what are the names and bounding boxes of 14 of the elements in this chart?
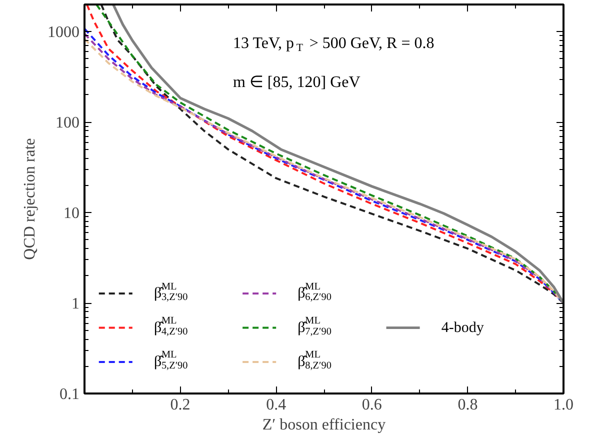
x-tick-label: 0.2: [170, 396, 190, 414]
y-tick-label: 1000: [48, 24, 80, 42]
annotation: m ∈ [85, 120] GeV: [232, 74, 361, 91]
x-tick-label: 0.8: [458, 396, 478, 414]
x-axis-title: Z′ boson efficiency: [262, 416, 386, 434]
legend-label: 4-body: [441, 320, 484, 336]
y-tick-label: 1: [72, 296, 80, 313]
x-tick-label: 1.0: [554, 396, 574, 414]
x-tick-label: 0.4: [266, 396, 286, 414]
y-tick-label: 10: [64, 205, 80, 222]
y-axis-title: QCD rejection rate: [22, 138, 38, 260]
y-tick-label: 0.1: [60, 386, 80, 403]
y-tick-label: 100: [56, 114, 80, 132]
x-tick-label: 0.6: [362, 396, 382, 414]
